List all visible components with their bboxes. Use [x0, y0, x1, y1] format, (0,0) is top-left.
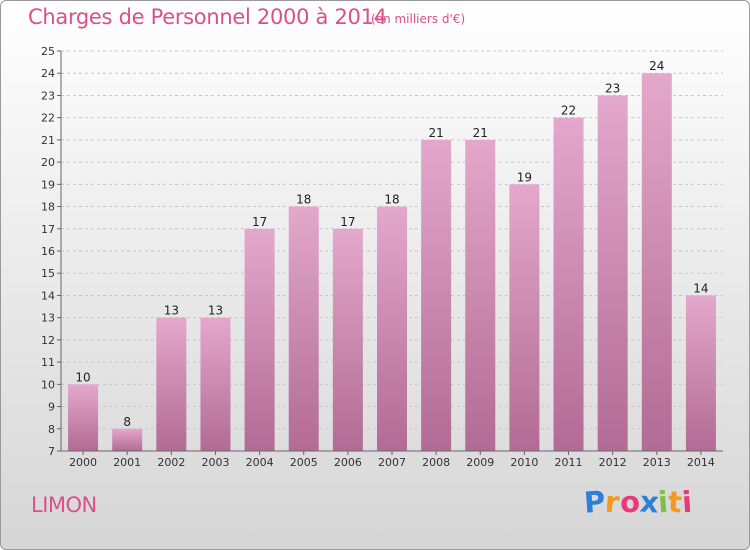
y-tick-label: 11 — [41, 356, 55, 369]
labels: 10 2000 8 2001 13 2002 13 2003 17 2004 18 2005 17 200… — [69, 59, 715, 469]
bar — [641, 73, 672, 451]
proxiti-logo[interactable]: Proxiti — [582, 484, 694, 520]
y-tick-label: 12 — [41, 334, 55, 347]
x-tick-label: 2001 — [113, 456, 141, 469]
y-tick-label: 15 — [41, 267, 55, 280]
bar — [597, 95, 628, 451]
bar — [200, 317, 231, 451]
y-tick-label: 16 — [41, 245, 55, 258]
bar — [68, 384, 99, 451]
bar — [421, 139, 452, 451]
bar — [377, 206, 407, 451]
x-tick-label: 2007 — [378, 456, 406, 469]
data-label: 22 — [561, 104, 576, 118]
x-tick-label: 2009 — [466, 456, 494, 469]
logo-letter: o — [618, 484, 641, 520]
y-tick-label: 13 — [41, 312, 55, 325]
data-label: 13 — [164, 304, 179, 318]
data-label: 8 — [123, 415, 131, 429]
data-label: 13 — [208, 304, 223, 318]
y-tick-label: 20 — [41, 156, 55, 169]
commune-name: LIMON — [31, 493, 97, 517]
x-tick-label: 2004 — [246, 456, 274, 469]
y-tick-label: 7 — [48, 445, 55, 458]
bar — [112, 428, 143, 451]
chart-subtitle: (en milliers d'€) — [371, 12, 466, 26]
x-tick-label: 2000 — [69, 456, 97, 469]
data-label: 18 — [384, 193, 399, 207]
y-tick-label: 25 — [41, 45, 55, 58]
bar — [553, 117, 584, 452]
x-tick-label: 2008 — [422, 456, 450, 469]
y-tick-label: 23 — [41, 89, 55, 102]
data-label: 18 — [296, 193, 311, 207]
data-label: 10 — [75, 370, 90, 384]
y-tick-label: 19 — [41, 178, 55, 191]
axes: 7 8 9 10 11 12 13 14 15 16 17 18 19 20 21 22 23 24 25 — [41, 45, 723, 458]
x-tick-label: 2011 — [555, 456, 583, 469]
bar — [465, 139, 496, 451]
bar — [685, 295, 716, 451]
data-label: 17 — [340, 215, 355, 229]
x-tick-label: 2013 — [643, 456, 671, 469]
data-label: 21 — [428, 126, 443, 140]
chart-title: Charges de Personnel 2000 à 2014 — [28, 5, 387, 29]
y-tick-label: 21 — [41, 134, 55, 147]
x-tick-label: 2006 — [334, 456, 362, 469]
bar — [288, 206, 319, 451]
bar — [332, 228, 363, 451]
y-tick-label: 14 — [41, 289, 55, 302]
y-tick-label: 17 — [41, 223, 55, 236]
logo-letter: P — [582, 484, 607, 520]
x-tick-label: 2002 — [157, 456, 185, 469]
x-tick-label: 2005 — [290, 456, 318, 469]
data-label: 17 — [252, 215, 267, 229]
bar — [244, 228, 275, 451]
bars — [68, 73, 716, 452]
bar — [156, 317, 187, 451]
y-tick-label: 8 — [48, 423, 55, 436]
y-tick-label: 10 — [41, 378, 55, 391]
y-tick-label: 22 — [41, 112, 55, 125]
data-label: 23 — [605, 81, 620, 95]
x-tick-label: 2010 — [510, 456, 538, 469]
x-tick-label: 2014 — [687, 456, 715, 469]
y-tick-label: 18 — [41, 201, 55, 214]
data-label: 21 — [473, 126, 488, 140]
y-tick-label: 9 — [48, 401, 55, 414]
y-tick-label: 24 — [41, 67, 55, 80]
data-label: 14 — [693, 281, 708, 295]
data-label: 19 — [517, 170, 532, 184]
x-tick-label: 2003 — [201, 456, 229, 469]
bar — [509, 184, 540, 452]
x-tick-label: 2012 — [599, 456, 627, 469]
logo-letter: i — [680, 484, 694, 520]
data-label: 24 — [649, 59, 664, 73]
